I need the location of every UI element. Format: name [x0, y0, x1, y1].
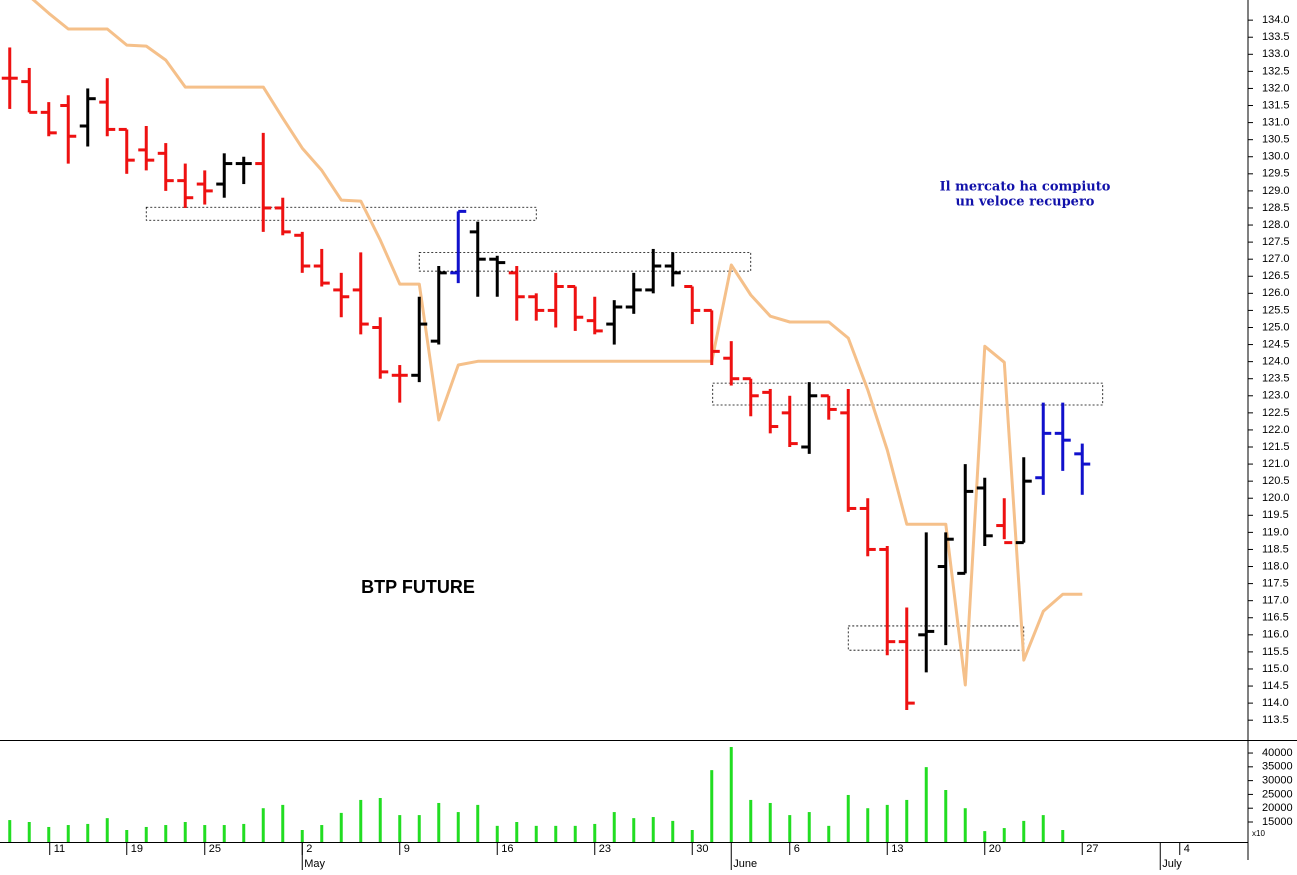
y-tick-label: 124.0	[1262, 356, 1290, 368]
y-tick-label: 132.0	[1262, 82, 1290, 94]
month-label: June	[733, 858, 757, 870]
volume-tick-label: 40000	[1262, 747, 1293, 759]
y-tick-label: 117.0	[1262, 595, 1289, 607]
x-tick-label: 13	[891, 843, 903, 855]
x-tick-label: 6	[794, 843, 800, 855]
indicator-line	[31, 0, 1083, 687]
y-tick-label: 128.5	[1262, 202, 1290, 214]
x-tick-label: 30	[696, 843, 708, 855]
month-label: July	[1162, 858, 1182, 870]
y-tick-label: 114.5	[1262, 680, 1289, 692]
y-tick-label: 129.5	[1262, 168, 1290, 180]
y-tick-label: 123.5	[1262, 373, 1290, 385]
y-tick-label: 127.0	[1262, 253, 1290, 265]
x-tick-label: 20	[989, 843, 1001, 855]
y-tick-label: 122.0	[1262, 424, 1290, 436]
y-tick-label: 123.0	[1262, 390, 1290, 402]
y-tick-label: 130.0	[1262, 151, 1290, 163]
y-tick-label: 128.0	[1262, 219, 1290, 231]
volume-tick-label: 20000	[1262, 802, 1293, 814]
volume-unit: x10	[1252, 829, 1265, 838]
y-tick-label: 131.5	[1262, 99, 1290, 111]
x-tick-label: 11	[54, 843, 65, 855]
y-tick-label: 126.5	[1262, 270, 1290, 282]
y-tick-label: 114.0	[1262, 697, 1289, 709]
y-tick-label: 118.0	[1262, 560, 1289, 572]
y-tick-label: 115.0	[1262, 663, 1289, 675]
chart-label: BTP FUTURE	[361, 577, 475, 597]
x-tick-label: 16	[501, 843, 513, 855]
volume-tick-label: 25000	[1262, 788, 1293, 800]
x-tick-label: 19	[131, 843, 143, 855]
y-tick-label: 122.5	[1262, 407, 1290, 419]
volume-tick-label: 35000	[1262, 761, 1293, 773]
y-tick-label: 124.5	[1262, 338, 1290, 350]
zone	[712, 382, 1104, 406]
y-tick-label: 116.0	[1262, 629, 1289, 641]
zone	[145, 206, 537, 221]
y-tick-label: 121.5	[1262, 441, 1290, 453]
y-tick-label: 125.0	[1262, 321, 1290, 333]
x-tick-label: 23	[599, 843, 611, 855]
y-tick-label: 127.5	[1262, 236, 1290, 248]
x-tick-label: 9	[404, 843, 410, 855]
x-tick-label: 4	[1184, 843, 1190, 855]
y-tick-label: 118.5	[1262, 543, 1289, 555]
month-label: May	[304, 858, 325, 870]
y-tick-label: 133.0	[1262, 48, 1290, 60]
y-tick-label: 113.5	[1262, 714, 1289, 726]
y-tick-label: 132.5	[1262, 65, 1290, 77]
volume-tick-label: 15000	[1262, 816, 1293, 828]
y-tick-label: 134.0	[1262, 14, 1290, 26]
y-tick-label: 131.0	[1262, 116, 1290, 128]
y-tick-label: 119.0	[1262, 526, 1289, 538]
y-tick-label: 126.0	[1262, 287, 1290, 299]
zone	[418, 251, 752, 272]
y-tick-label: 115.5	[1262, 646, 1289, 658]
annotation: Il mercato ha compiuto	[940, 180, 1111, 195]
x-tick-label: 27	[1086, 843, 1098, 855]
annotation: un veloce recupero	[956, 195, 1095, 210]
y-tick-label: 117.5	[1262, 578, 1289, 590]
price-panel	[1, 0, 1104, 710]
y-tick-label: 120.5	[1262, 475, 1290, 487]
y-tick-label: 125.5	[1262, 304, 1290, 316]
y-tick-label: 120.0	[1262, 492, 1290, 504]
x-tick-label: 25	[209, 843, 221, 855]
y-tick-label: 129.0	[1262, 185, 1290, 197]
x-tick-label: 2	[306, 843, 312, 855]
y-tick-label: 130.5	[1262, 134, 1290, 146]
y-tick-label: 116.5	[1262, 612, 1289, 624]
y-tick-label: 133.5	[1262, 31, 1290, 43]
y-tick-label: 121.0	[1262, 458, 1290, 470]
y-tick-label: 119.5	[1262, 509, 1289, 521]
volume-tick-label: 30000	[1262, 775, 1293, 787]
